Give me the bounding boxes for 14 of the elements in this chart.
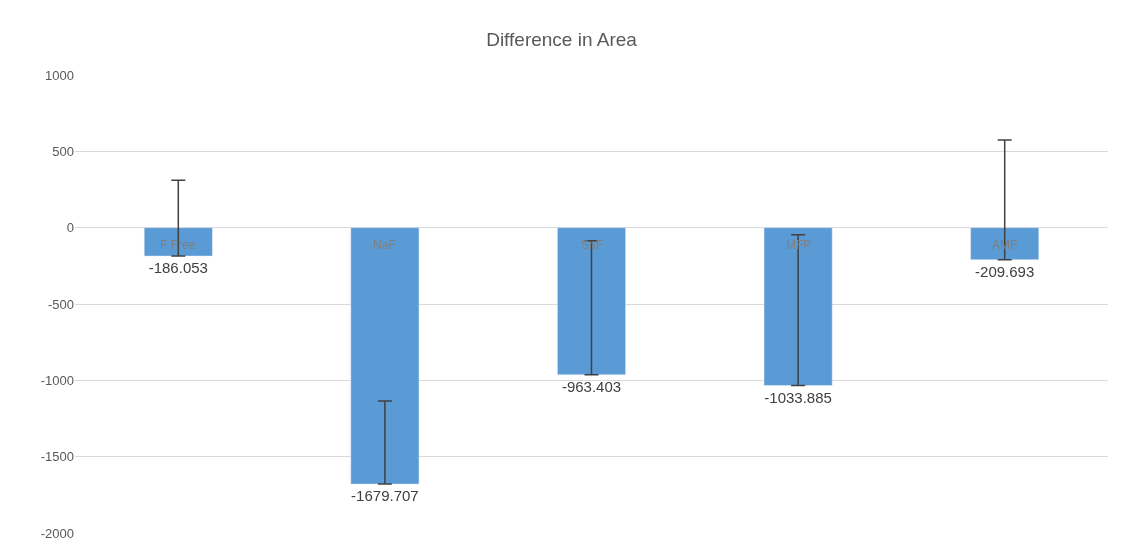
data-label: -1679.707 xyxy=(351,487,419,505)
data-label: -1033.885 xyxy=(764,388,832,406)
data-label: -209.693 xyxy=(975,262,1035,280)
chart-title: Difference in Area xyxy=(486,29,638,51)
y-tick-label: 500 xyxy=(52,143,74,159)
y-tick-label: -1000 xyxy=(40,372,74,388)
y-tick-label: -500 xyxy=(47,296,74,312)
data-label: -186.053 xyxy=(148,259,208,277)
y-tick-label: -1500 xyxy=(40,449,74,465)
y-tick-label: 0 xyxy=(66,220,74,236)
data-label: -963.403 xyxy=(561,377,622,395)
y-tick-label: -2000 xyxy=(40,525,74,541)
y-tick-label: 1000 xyxy=(45,67,74,83)
x-tick-label: NaF xyxy=(373,238,396,252)
